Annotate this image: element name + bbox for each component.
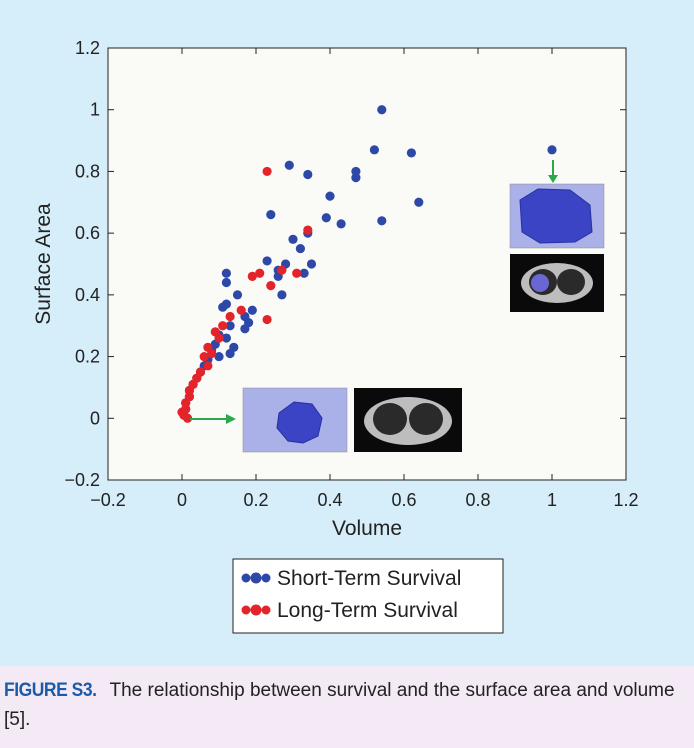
x-tick-label: 1.2 — [613, 490, 638, 510]
long-term-point — [177, 407, 187, 417]
x-tick-label: 0.2 — [243, 490, 268, 510]
legend-label-long-term: Long-Term Survival — [277, 599, 458, 622]
y-tick-label: 0.2 — [75, 347, 100, 367]
short-term-point — [295, 243, 305, 254]
figure-panel: −0.2 0 0.2 0.4 0.6 0.8 1 1.2 −0.2 0 0.2 0.4 0.6 0.8 1 1… — [0, 0, 694, 666]
y-tick-label: 0 — [90, 408, 100, 428]
short-term-point — [406, 148, 416, 158]
figure-label: FIGURE S3. — [4, 680, 97, 701]
ct-tumor-highlight-large — [531, 274, 549, 292]
short-term-point — [266, 210, 276, 220]
scatter-chart: −0.2 0 0.2 0.4 0.6 0.8 1 1.2 −0.2 0 0.2 0.4 0.6 0.8 1 1… — [32, 38, 639, 634]
short-term-point — [277, 290, 287, 300]
short-term-point — [377, 216, 387, 226]
short-term-point — [247, 305, 257, 315]
y-tick-label: 0.6 — [75, 223, 100, 243]
short-term-point — [414, 197, 424, 207]
caption-text: The relationship between survival and th… — [4, 680, 675, 730]
figure-caption: FIGURE S3. The relationship between surv… — [4, 676, 690, 734]
legend-marker-short-term — [250, 572, 262, 584]
x-tick-label: −0.2 — [90, 490, 126, 510]
x-tick-label: 0 — [177, 490, 187, 510]
short-term-point — [284, 160, 294, 170]
ct-lung-right-large — [557, 269, 585, 295]
short-term-point — [325, 191, 335, 201]
long-term-point — [255, 268, 265, 278]
y-tick-label: 1 — [90, 100, 100, 120]
x-tick-label: 0.8 — [465, 490, 490, 510]
arrow-to-large-inset-head — [548, 175, 558, 183]
short-term-point — [351, 173, 361, 183]
long-term-point — [236, 305, 246, 315]
long-term-point — [266, 281, 276, 291]
short-term-point — [221, 277, 231, 288]
y-tick-label: 0.4 — [75, 285, 100, 305]
legend-marker-short-term — [241, 573, 251, 583]
tumor-mesh-small-shape — [276, 401, 323, 444]
x-tick-label: 1 — [547, 490, 557, 510]
short-term-point — [218, 302, 228, 312]
short-term-point — [214, 351, 224, 362]
long-term-point — [262, 314, 272, 325]
legend-marker-long-term — [261, 605, 271, 615]
short-term-point — [303, 169, 313, 180]
legend-box — [232, 558, 504, 634]
legend-label-short-term: Short-Term Survival — [277, 567, 461, 590]
long-term-point — [277, 265, 287, 275]
x-tick-label: 0.6 — [391, 490, 416, 510]
short-term-point — [262, 256, 272, 266]
short-term-point — [232, 290, 243, 300]
ct-lung-right-small — [409, 403, 443, 435]
long-term-point — [303, 225, 313, 235]
short-term-point — [225, 321, 235, 331]
short-term-point — [336, 219, 346, 229]
legend: Short-Term Survival Long-Term Survival — [232, 558, 504, 634]
short-term-point — [547, 145, 557, 155]
long-term-point — [207, 348, 217, 359]
x-axis-label: Volume — [332, 517, 402, 540]
x-tick-label: 0.4 — [317, 490, 342, 510]
long-term-point — [292, 268, 302, 278]
legend-marker-short-term — [261, 573, 271, 583]
long-term-point — [182, 413, 193, 423]
arrow-to-small-inset-head — [226, 414, 236, 424]
y-tick-label: −0.2 — [64, 470, 100, 490]
short-term-point — [321, 213, 331, 223]
legend-marker-long-term — [250, 604, 262, 616]
short-term-point — [377, 105, 387, 115]
short-term-point — [240, 324, 250, 334]
y-axis-label: Surface Area — [32, 203, 55, 325]
short-term-point — [299, 268, 309, 278]
ct-lung-left-small — [373, 403, 407, 435]
long-term-point — [218, 321, 228, 331]
long-term-point — [247, 271, 257, 281]
y-tick-label: 0.8 — [75, 161, 100, 181]
long-term-point — [203, 361, 213, 371]
legend-marker-long-term — [241, 605, 251, 615]
short-term-point — [306, 259, 317, 269]
series-long-term — [177, 166, 313, 423]
short-term-point — [288, 234, 298, 244]
long-term-point — [225, 311, 235, 322]
short-term-point — [369, 145, 379, 155]
y-tick-label: 1.2 — [75, 38, 100, 58]
short-term-point — [221, 333, 231, 343]
long-term-point — [262, 166, 272, 177]
long-term-point — [214, 333, 224, 343]
short-term-point — [221, 268, 231, 278]
short-term-point — [225, 348, 235, 359]
tumor-mesh-large-shape — [519, 188, 593, 244]
long-term-point — [199, 351, 209, 362]
